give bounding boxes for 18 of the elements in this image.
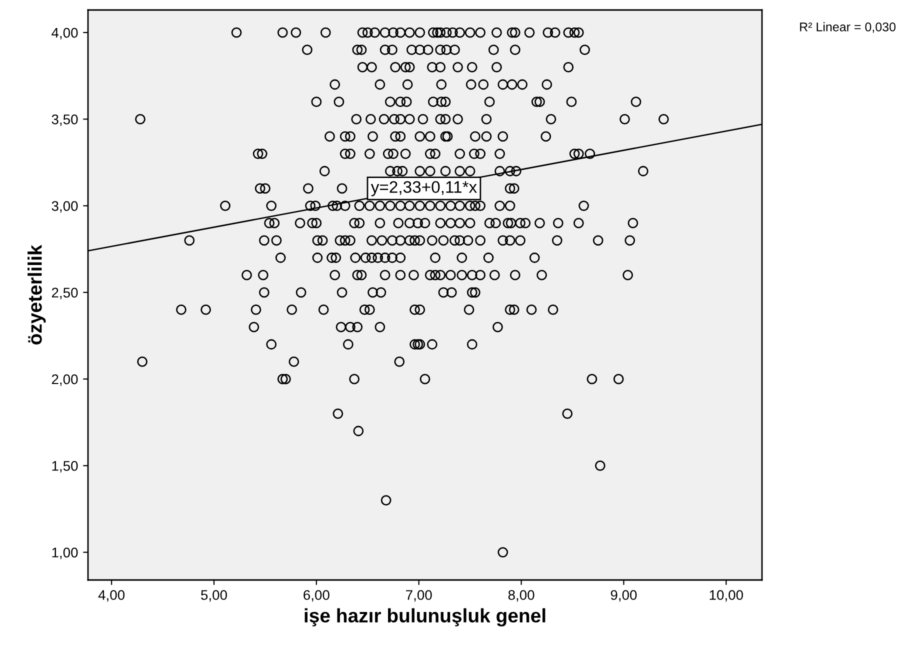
x-tick-label: 4,00 [98,590,125,602]
x-tick-label: 9,00 [610,590,637,602]
x-axis-title: işe hazır bulunuşluk genel [304,608,546,626]
x-tick-label: 7,00 [406,590,432,602]
y-tick-label: 2,00 [52,374,78,386]
y-tick-label: 3,00 [52,201,78,213]
annotation: y=2,33+0,11*x [370,181,477,196]
x-tick-label: 6,00 [304,590,330,602]
y-axis-title: özyeterlilik [28,244,46,344]
y-tick-label: 1,50 [52,460,78,472]
y-tick-label: 2,50 [52,288,78,300]
x-tick-label: 8,00 [508,590,534,602]
x-tick-label: 5,00 [201,590,227,602]
y-tick-label: 3,50 [52,114,78,126]
text: R² Linear = 0,030 [800,22,896,33]
x-tick-label: 10,00 [710,590,743,602]
y-tick-label: 1,00 [52,548,78,560]
y-tick-label: 4,00 [52,28,78,40]
